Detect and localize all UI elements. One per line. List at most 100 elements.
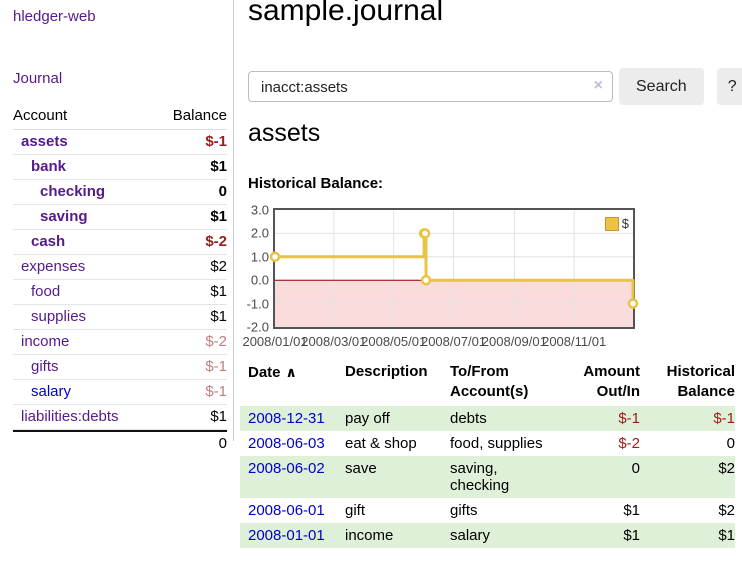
y-axis-tick-label: -2.0	[246, 319, 269, 335]
register-description-cell: save	[345, 460, 377, 477]
account-column-header: Account	[13, 107, 68, 124]
legend-label: $	[621, 216, 629, 231]
chart-title: Historical Balance:	[248, 175, 384, 192]
accounts-table: Account Balance assets $-1 bank $1 checking 0…	[13, 103, 227, 456]
account-row: checking 0	[13, 180, 227, 205]
account-balance: $1	[210, 208, 227, 225]
register-row: 2008-06-01 gift gifts $1 $2	[240, 498, 735, 523]
y-axis-tick-label: -1.0	[246, 296, 269, 312]
y-axis-tick-label: 1.0	[250, 249, 269, 265]
account-row: expenses $2	[13, 255, 227, 280]
balance-chart: $ 3.0 2.0 1.0 0.0 -1.0 -2.0 2008/01/01 2008/03/…	[240, 203, 735, 353]
sidebar-item-journal[interactable]: Journal	[13, 70, 63, 87]
register-row: 2008-06-02 save saving, checking 0 $2	[240, 456, 735, 498]
account-balance: $1	[210, 408, 227, 425]
account-row: assets $-1	[13, 130, 227, 155]
register-accounts-cell: saving, checking	[450, 460, 510, 494]
account-link-assets[interactable]: assets	[21, 133, 68, 150]
x-axis-tick-label: 2008/09/01	[481, 334, 547, 349]
register-date-cell: 2008-06-03	[240, 431, 345, 456]
column-header-date[interactable]: Date ∧	[248, 364, 297, 381]
register-header-row: Date ∧ Description To/From Account(s) Amo…	[240, 360, 735, 406]
register-description-cell: income	[345, 527, 394, 544]
account-row: saving $1	[13, 205, 227, 230]
search-input[interactable]	[259, 73, 593, 102]
x-axis-tick-label: 2008/11/01	[542, 334, 607, 349]
account-link-bank[interactable]: bank	[31, 158, 67, 175]
account-balance: $2	[210, 258, 227, 275]
account-balance: $-2	[205, 233, 227, 250]
register-accounts-cell: debts	[450, 410, 487, 427]
balance-column-header: Balance	[172, 107, 227, 124]
y-axis-tick-label: 0.0	[250, 272, 269, 288]
register-date-cell: 2008-06-02	[240, 456, 345, 498]
transaction-date-link[interactable]: 2008-12-31	[248, 410, 325, 427]
account-balance: $-2	[205, 333, 227, 350]
y-axis-tick-label: 3.0	[250, 202, 269, 218]
account-balance: $-1	[205, 383, 227, 400]
x-axis-tick-label: 2008/07/01	[420, 334, 487, 349]
x-axis-tick-label: 2008/03/01	[301, 334, 367, 349]
register-table: Date ∧ Description To/From Account(s) Amo…	[240, 360, 735, 548]
search-button[interactable]: Search	[619, 68, 704, 105]
accounts-total-value: 0	[218, 435, 227, 452]
account-balance: 0	[218, 183, 227, 200]
transaction-date-link[interactable]: 2008-01-01	[248, 527, 325, 544]
register-balance-cell: 0	[726, 435, 735, 452]
register-balance-cell: $2	[718, 460, 735, 477]
help-button[interactable]: ?	[716, 68, 742, 105]
account-row: liabilities:debts $1	[13, 405, 227, 430]
account-link-gifts[interactable]: gifts	[31, 358, 59, 375]
y-axis-tick-label: 2.0	[250, 225, 269, 241]
page-title: sample.journal	[248, 0, 444, 27]
account-link-salary[interactable]: salary	[31, 383, 72, 400]
register-accounts-cell: gifts	[450, 502, 478, 519]
transaction-date-link[interactable]: 2008-06-02	[248, 460, 325, 477]
transaction-date-link[interactable]: 2008-06-03	[248, 435, 325, 452]
chart-legend: $	[604, 216, 629, 231]
search-box: ×	[248, 71, 613, 102]
account-row: gifts $-1	[13, 355, 227, 380]
column-header-amount: Amount Out/In	[583, 363, 640, 400]
register-accounts-cell: salary	[450, 527, 491, 544]
account-link-income[interactable]: income	[21, 333, 70, 350]
account-link-expenses[interactable]: expenses	[21, 258, 86, 275]
register-balance-cell: $2	[718, 502, 735, 519]
account-link-saving[interactable]: saving	[40, 208, 88, 225]
sidebar: hledger-web Journal Account Balance asse…	[0, 0, 234, 452]
account-balance: $1	[210, 158, 227, 175]
sort-ascending-icon: ∧	[285, 364, 297, 380]
account-row: food $1	[13, 280, 227, 305]
account-balance: $1	[210, 283, 227, 300]
account-link-food[interactable]: food	[31, 283, 61, 300]
column-header-balance: Historical Balance	[666, 363, 735, 400]
clear-search-icon[interactable]: ×	[593, 77, 603, 94]
account-row: income $-2	[13, 330, 227, 355]
accounts-total-row: 0	[13, 430, 227, 456]
register-amount-cell: $1	[623, 502, 640, 519]
register-amount-cell: $1	[623, 527, 640, 544]
account-balance: $-1	[205, 133, 227, 150]
register-description-cell: gift	[345, 502, 366, 519]
account-link-liabilities-debts[interactable]: liabilities:debts	[21, 408, 119, 425]
register-amount-cell: 0	[631, 460, 640, 477]
register-date-cell: 2008-06-01	[240, 498, 345, 523]
account-row: cash $-2	[13, 230, 227, 255]
account-row: supplies $1	[13, 305, 227, 330]
register-description-cell: pay off	[345, 410, 390, 427]
register-accounts-cell: food, supplies	[450, 435, 543, 452]
account-link-supplies[interactable]: supplies	[31, 308, 87, 325]
main-content: sample.journal × Search ? assets Histori…	[240, 0, 742, 582]
account-link-checking[interactable]: checking	[40, 183, 106, 200]
register-balance-cell: $1	[718, 527, 735, 544]
search-row: × Search ?	[248, 68, 742, 105]
column-header-description: Description	[345, 363, 428, 380]
register-date-cell: 2008-01-01	[240, 523, 345, 548]
app-title-link[interactable]: hledger-web	[13, 8, 96, 25]
account-link-cash[interactable]: cash	[31, 233, 66, 250]
register-date-cell: 2008-12-31	[240, 406, 345, 431]
accounts-table-header: Account Balance	[13, 103, 227, 130]
account-heading: assets	[248, 119, 321, 147]
x-axis-tick-label: 2008/05/01	[361, 334, 427, 349]
transaction-date-link[interactable]: 2008-06-01	[248, 502, 325, 519]
